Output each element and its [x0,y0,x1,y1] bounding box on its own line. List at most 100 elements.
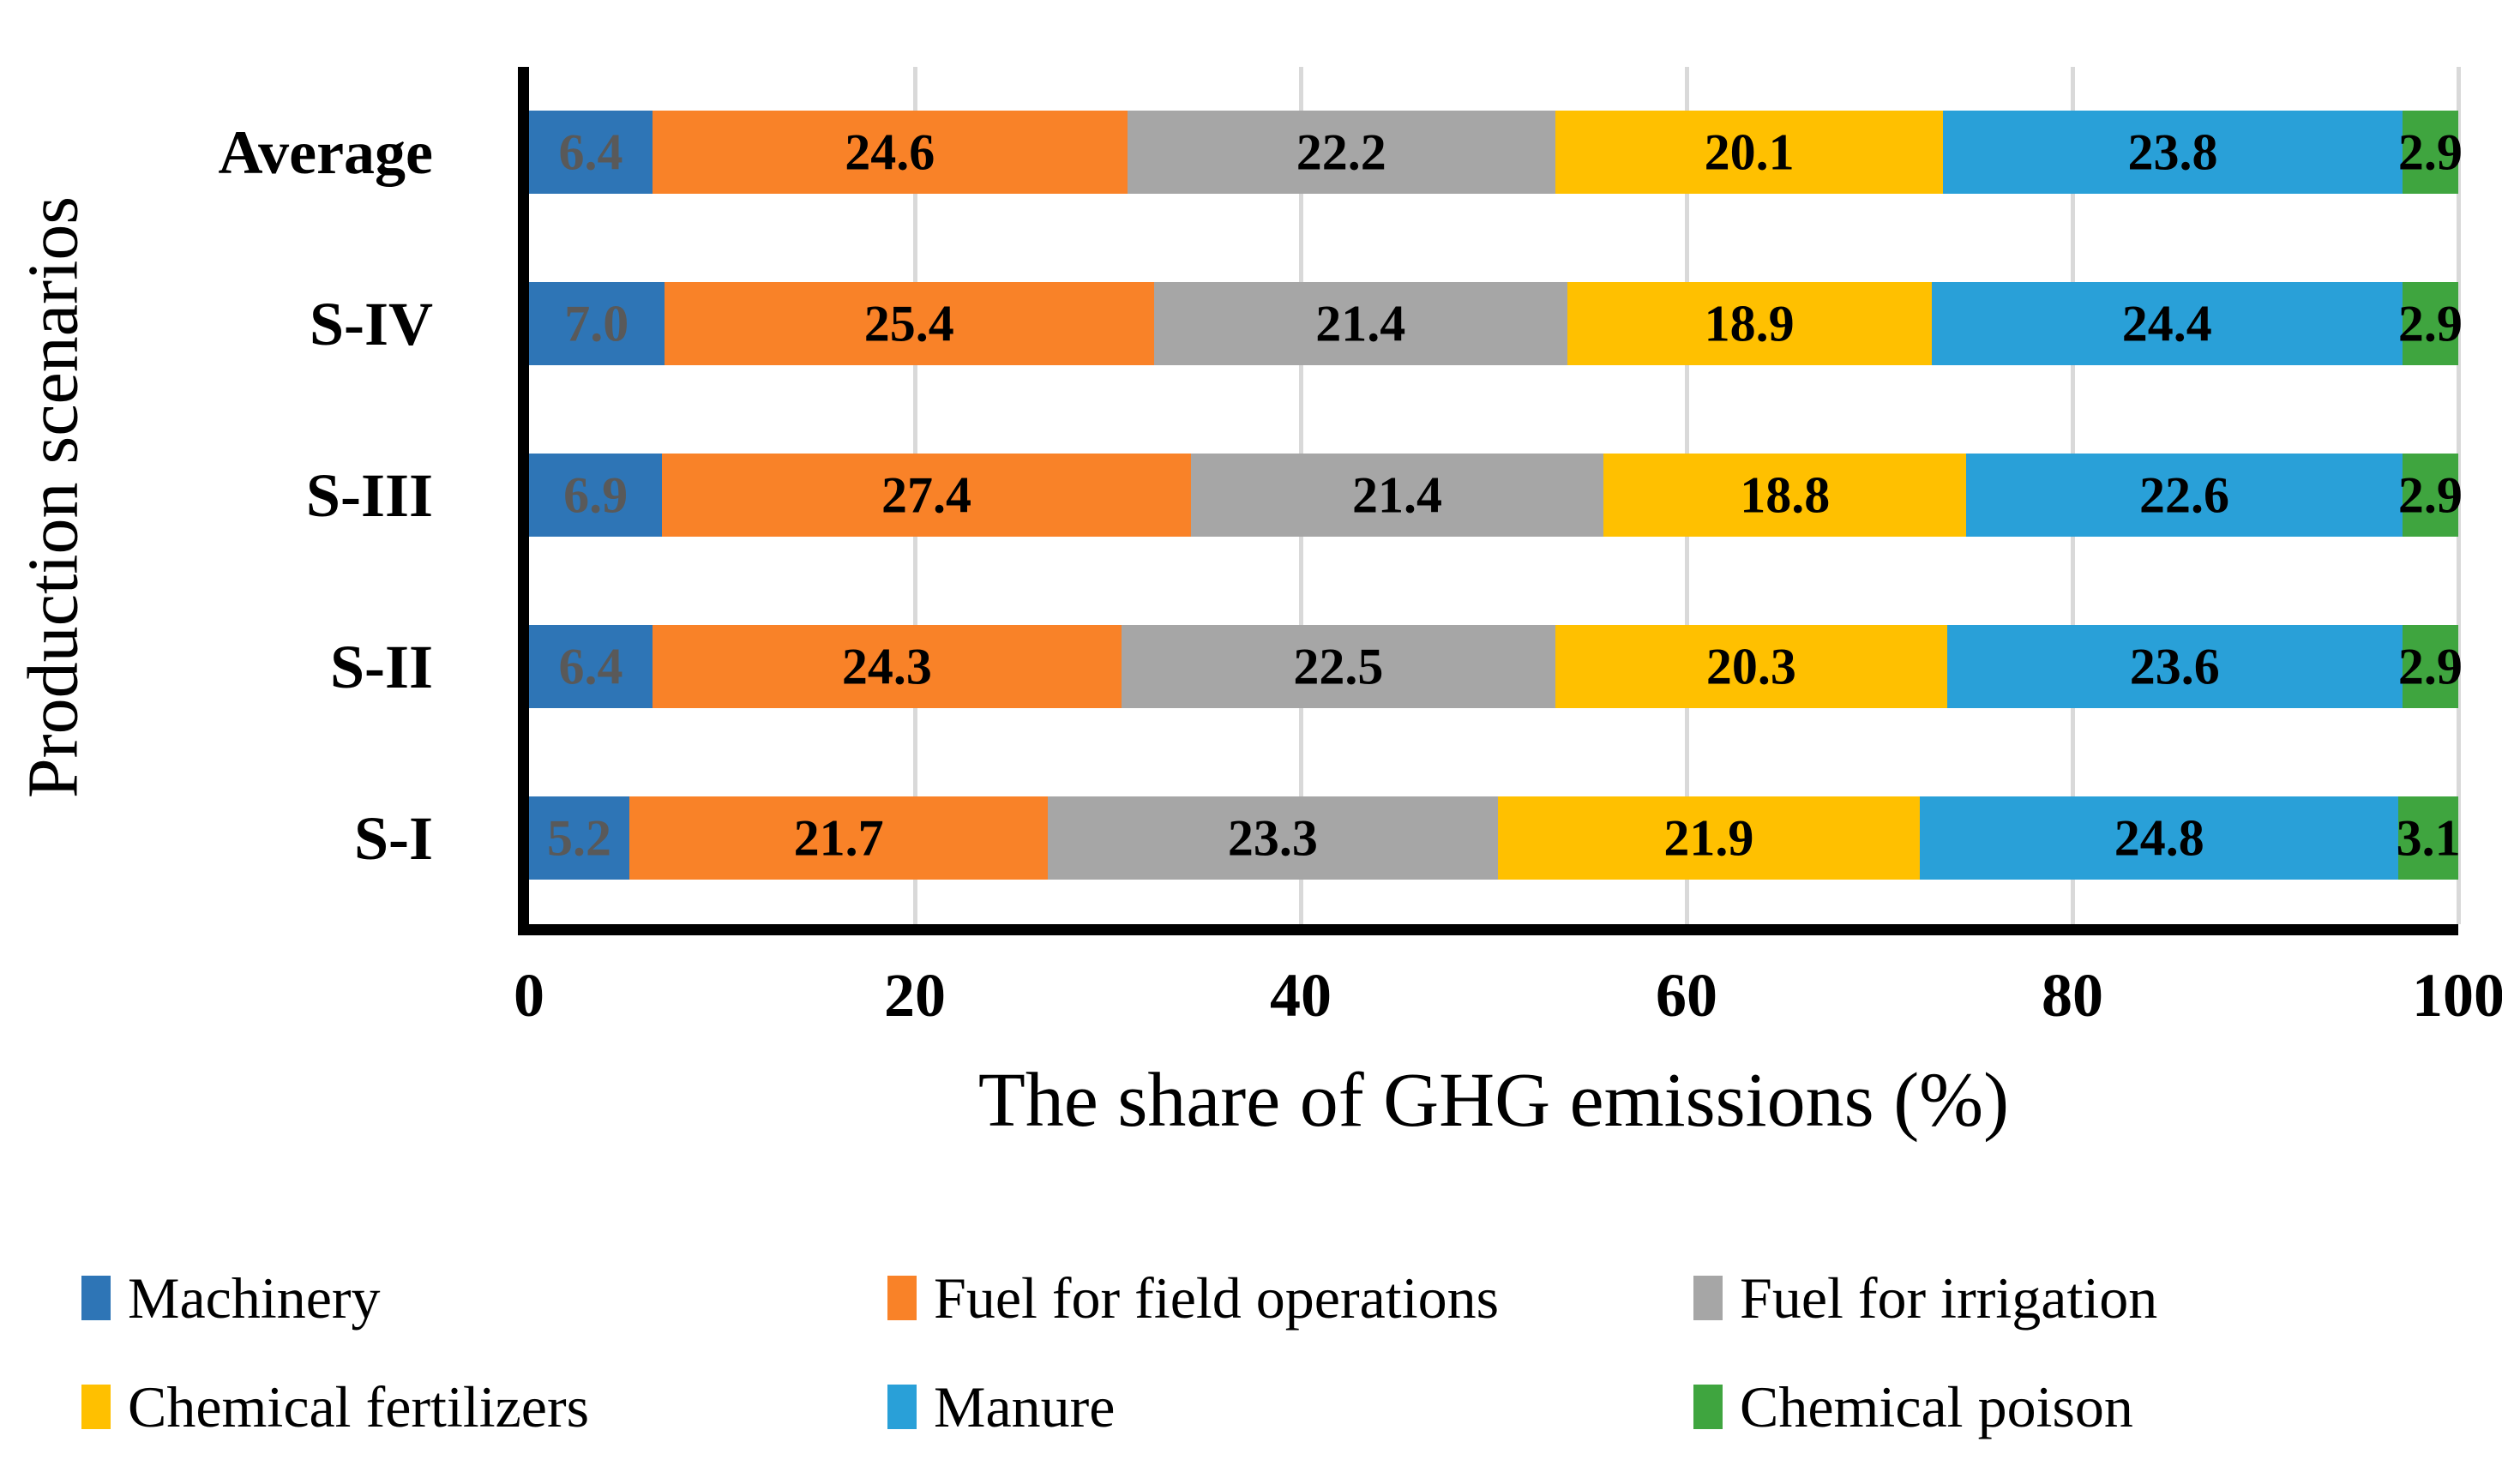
x-tick-label-20: 20 [884,961,946,1030]
segment-value-label: 6.4 [558,123,623,180]
segment-manure: 23.6 [1946,625,2403,708]
segment-value-label: 18.8 [1740,466,1831,523]
segment-value-label: 22.2 [1296,123,1386,180]
row-label-s-iii: S-III [305,461,433,530]
segment-value-label: 21.9 [1663,809,1754,866]
legend-item-chemical-poison: Chemical poison [1693,1367,2133,1446]
segment-machinery: 5.2 [529,796,629,880]
legend-swatch-manure [887,1385,917,1429]
segment-fuel-for-field-operations: 27.4 [662,454,1191,537]
segment-fuel-for-irrigation: 22.2 [1127,111,1555,194]
segment-chemical-fertilizers: 20.3 [1555,625,1947,708]
segment-chemical-fertilizers: 21.9 [1497,796,1921,880]
stacked-bar: 7.0 25.4 21.4 18.9 24.4 2.9 [529,282,2463,365]
segment-fuel-for-irrigation: 23.3 [1048,796,1498,880]
segment-value-label: 2.9 [2397,295,2463,351]
segment-fuel-for-irrigation: 22.5 [1121,625,1555,708]
x-tick-label-60: 60 [1656,961,1717,1030]
segment-machinery: 6.4 [529,625,653,708]
row-label-s-iv: S-IV [309,290,433,358]
segment-value-label: 23.3 [1227,809,1318,866]
segment-value-label: 3.1 [2396,809,2461,866]
segment-value-label: 24.4 [2121,295,2212,351]
segment-chemical-poison: 2.9 [2398,454,2463,537]
segment-fuel-for-field-operations: 25.4 [664,282,1154,365]
legend-label: Fuel for field operations [934,1265,1500,1331]
legend-label: Machinery [128,1265,381,1331]
stacked-bar: 6.9 27.4 21.4 18.8 22.6 2.9 [529,454,2463,537]
segment-value-label: 24.6 [845,123,935,180]
segment-chemical-poison: 2.9 [2398,282,2463,365]
segment-value-label: 23.6 [2129,638,2220,694]
segment-value-label: 2.9 [2397,638,2463,694]
legend-label: Chemical poison [1740,1373,2133,1439]
segment-value-label: 21.7 [793,809,884,866]
row-label-s-i: S-I [353,804,433,873]
segment-chemical-fertilizers: 18.9 [1567,282,1932,365]
legend-item-fuel-for-irrigation: Fuel for irrigation [1693,1259,2157,1337]
legend-item-chemical-fertilizers: Chemical fertilizers [81,1367,589,1446]
segment-chemical-poison: 2.9 [2398,111,2463,194]
legend-label: Chemical fertilizers [128,1373,590,1439]
segment-value-label: 24.3 [841,638,932,694]
x-tick-label-40: 40 [1270,961,1332,1030]
legend-item-manure: Manure [887,1367,1115,1446]
legend-swatch-chemical-poison [1693,1385,1723,1429]
legend-label: Fuel for irrigation [1740,1265,2158,1331]
bar-row-s-i: 5.2 21.7 23.3 21.9 24.8 3.1 [529,753,2461,924]
segment-chemical-poison: 2.9 [2398,625,2463,708]
segment-value-label: 21.4 [1352,466,1442,523]
legend-swatch-fuel-for-irrigation [1693,1276,1723,1320]
segment-value-label: 23.8 [2127,123,2218,180]
segment-manure: 23.8 [1943,111,2403,194]
segment-value-label: 22.5 [1293,638,1384,694]
segment-value-label: 20.3 [1705,638,1796,694]
bar-row-s-iii: 6.9 27.4 21.4 18.8 22.6 2.9 [529,410,2463,581]
segment-manure: 24.8 [1920,796,2399,880]
stacked-bar: 6.4 24.3 22.5 20.3 23.6 2.9 [529,625,2463,708]
segment-chemical-poison: 3.1 [2396,796,2461,880]
legend-swatch-fuel-for-field-operations [887,1276,917,1320]
legend-label: Manure [934,1373,1116,1439]
segment-chemical-fertilizers: 20.1 [1555,111,1944,194]
bar-row-s-iv: 7.0 25.4 21.4 18.9 24.4 2.9 [529,238,2463,410]
segment-value-label: 18.9 [1704,295,1795,351]
segment-value-label: 5.2 [547,809,611,866]
bar-row-s-ii: 6.4 24.3 22.5 20.3 23.6 2.9 [529,581,2463,753]
segment-fuel-for-irrigation: 21.4 [1154,282,1567,365]
segment-chemical-fertilizers: 18.8 [1603,454,1967,537]
segment-value-label: 25.4 [863,295,954,351]
segment-fuel-for-irrigation: 21.4 [1190,454,1604,537]
segment-manure: 24.4 [1931,282,2403,365]
legend-swatch-chemical-fertilizers [81,1385,111,1429]
legend-swatch-machinery [81,1276,111,1320]
segment-value-label: 20.1 [1704,123,1795,180]
x-tick-label-0: 0 [514,961,544,1030]
stacked-bar: 5.2 21.7 23.3 21.9 24.8 3.1 [529,796,2461,880]
stacked-bar: 6.4 24.6 22.2 20.1 23.8 2.9 [529,111,2463,194]
plot-area: 6.4 24.6 22.2 20.1 23.8 2.9 7.0 25.4 21.4 18.9 24.… [518,67,2463,935]
segment-fuel-for-field-operations: 24.3 [653,625,1122,708]
legend-item-fuel-for-field-operations: Fuel for field operations [887,1259,1499,1337]
x-axis-title: The share of GHG emissions (%) [977,1058,2010,1143]
segment-value-label: 2.9 [2397,466,2463,523]
segment-value-label: 6.4 [558,638,623,694]
x-tick-label-80: 80 [2042,961,2103,1030]
segment-fuel-for-field-operations: 21.7 [629,796,1049,880]
row-label-average: Average [218,118,433,187]
segment-value-label: 27.4 [881,466,971,523]
legend-item-machinery: Machinery [81,1259,381,1337]
row-label-s-ii: S-II [329,633,433,701]
segment-value-label: 21.4 [1315,295,1406,351]
bar-row-average: 6.4 24.6 22.2 20.1 23.8 2.9 [529,67,2463,238]
segment-value-label: 24.8 [2114,809,2204,866]
segment-value-label: 2.9 [2397,123,2463,180]
segment-machinery: 6.4 [529,111,653,194]
segment-manure: 22.6 [1966,454,2403,537]
segment-value-label: 22.6 [2139,466,2229,523]
segment-machinery: 6.9 [529,454,663,537]
segment-value-label: 6.9 [563,466,629,523]
gridline [2457,67,2461,924]
segment-machinery: 7.0 [529,282,665,365]
